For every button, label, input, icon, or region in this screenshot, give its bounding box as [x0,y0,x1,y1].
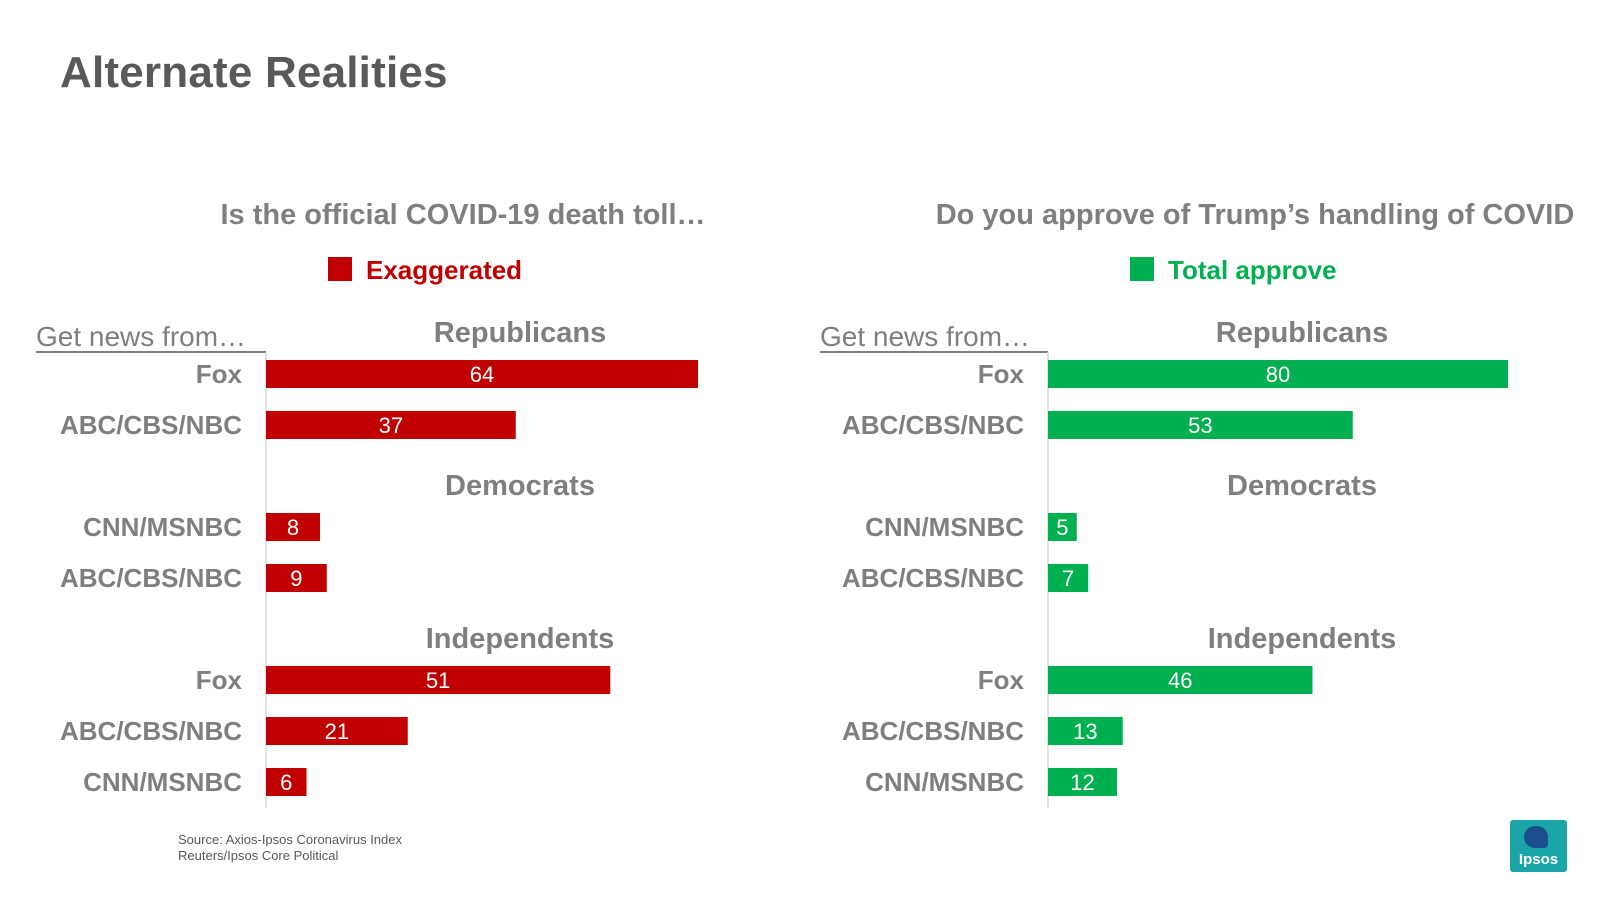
chart1-value-label: 64 [470,362,494,387]
chart2-bar [1048,564,1089,592]
chart2-row-label: ABC/CBS/NBC [842,410,1024,440]
logo-head-icon [1524,826,1548,848]
chart1-bar [266,564,327,592]
chart1-value-label: 6 [280,770,292,795]
chart1-group-label-1: Democrats [445,470,595,502]
chart1-value-label: 21 [325,719,349,744]
chart1-bar [266,717,408,745]
logo-text: Ipsos [1518,851,1559,868]
chart1-value-label: 8 [287,515,299,540]
chart2-bar [1048,768,1117,796]
chart2-bar [1048,411,1353,439]
chart2-value-label: 7 [1062,566,1074,591]
chart2-bar [1048,717,1123,745]
chart2-title: Do you approve of Trump’s handling of CO… [936,199,1575,231]
chart1-row-label: CNN/MSNBC [83,512,242,542]
chart2-group-label-1: Democrats [1227,470,1377,502]
chart2-legend-label: Total approve [1168,255,1337,285]
chart1-bar [266,513,320,541]
chart2-group-label-0: Republicans [1216,317,1388,349]
chart1-group-label-0: Republicans [434,317,606,349]
chart2-bar [1048,360,1508,388]
chart2-value-label: 12 [1070,770,1094,795]
chart1-group-label-2: Independents [426,623,615,655]
chart1-bar [266,768,307,796]
chart1-bar [266,666,611,694]
chart1-title: Is the official COVID-19 death toll… [220,199,705,231]
page-title: Alternate Realities [60,48,448,97]
chart1-value-label: 37 [379,413,403,438]
chart2-value-label: 53 [1188,413,1212,438]
chart1-bar [266,360,698,388]
source-line-2: Reuters/Ipsos Core Political [178,848,339,863]
chart1-value-label: 9 [290,566,302,591]
chart1-row-label: ABC/CBS/NBC [60,410,242,440]
chart1-bar [266,411,516,439]
chart1-value-label: 51 [426,668,450,693]
chart1-row-label: ABC/CBS/NBC [60,716,242,746]
source-line-1: Source: Axios-Ipsos Coronavirus Index [178,832,402,847]
chart1-legend-label: Exaggerated [366,255,522,285]
source-note: Source: Axios-Ipsos Coronavirus Index Re… [178,832,402,864]
chart2-row-label: Fox [978,359,1025,389]
chart2-group-label-2: Independents [1208,623,1397,655]
chart2-value-label: 5 [1056,515,1068,540]
chart2-row-label: ABC/CBS/NBC [842,716,1024,746]
chart1-row-label: CNN/MSNBC [83,767,242,797]
chart2-value-label: 80 [1266,362,1290,387]
chart1-axis-label: Get news from… [36,321,246,352]
chart1-row-label: Fox [196,665,243,695]
ipsos-logo: Ipsos [1510,820,1567,872]
chart2-bar [1048,666,1313,694]
chart2-bar [1048,513,1077,541]
chart2-value-label: 46 [1168,668,1192,693]
chart1-legend-swatch [328,257,352,281]
chart2-row-label: CNN/MSNBC [865,767,1024,797]
chart2-row-label: Fox [978,665,1025,695]
chart2-row-label: CNN/MSNBC [865,512,1024,542]
chart2-row-label: ABC/CBS/NBC [842,563,1024,593]
chart2-legend-swatch [1130,257,1154,281]
chart2-value-label: 13 [1073,719,1097,744]
chart2-axis-label: Get news from… [820,321,1030,352]
chart1-row-label: ABC/CBS/NBC [60,563,242,593]
chart1-row-label: Fox [196,359,243,389]
